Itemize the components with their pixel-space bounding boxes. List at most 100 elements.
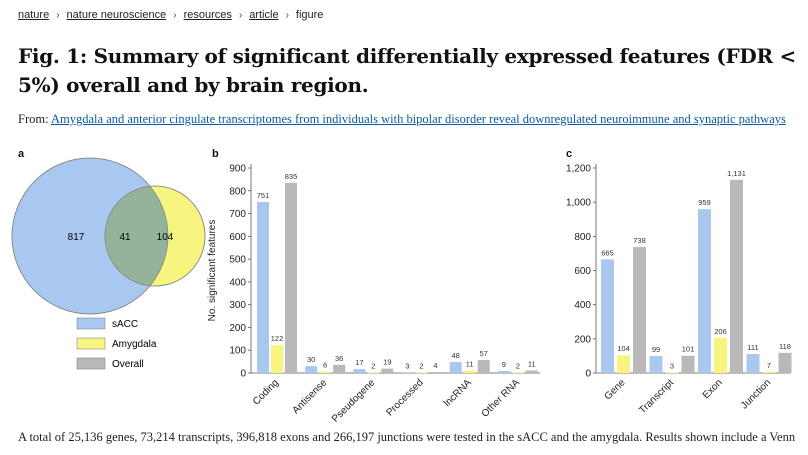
data-label: 104 bbox=[617, 344, 630, 353]
y-tick-label: 300 bbox=[229, 300, 246, 311]
bar-overall bbox=[333, 364, 346, 373]
y-tick-label: 400 bbox=[229, 277, 246, 288]
breadcrumb-separator-icon: › bbox=[238, 9, 243, 21]
y-tick-label: 200 bbox=[574, 334, 591, 345]
bar-overall bbox=[525, 370, 538, 373]
venn-label-intersection: 41 bbox=[119, 232, 131, 243]
bar-chart-c: 02004006008001,0001,200665104738Gene9931… bbox=[566, 164, 792, 416]
data-label: 17 bbox=[355, 358, 363, 367]
x-tick-label: lncRNA bbox=[442, 377, 474, 409]
data-label: 206 bbox=[714, 327, 727, 336]
bar-sacc bbox=[305, 366, 318, 373]
source-article-line: From: Amygdala and anterior cingulate tr… bbox=[18, 112, 786, 127]
data-label: 57 bbox=[479, 349, 487, 358]
x-tick-label: Gene bbox=[603, 377, 628, 402]
bar-sacc bbox=[257, 201, 269, 373]
venn-label-sacc-only: 817 bbox=[68, 232, 85, 243]
y-tick-label: 900 bbox=[229, 164, 246, 175]
data-label: 3 bbox=[405, 361, 409, 370]
data-label: 4 bbox=[433, 361, 437, 370]
breadcrumb-link-article[interactable]: article bbox=[249, 9, 279, 21]
bar-overall bbox=[381, 368, 394, 373]
data-label: 835 bbox=[285, 172, 298, 181]
data-label: 9 bbox=[502, 360, 506, 369]
bar-amygdala bbox=[415, 372, 428, 374]
legend-label-amygdala: Amygdala bbox=[112, 339, 157, 350]
data-label: 48 bbox=[451, 351, 459, 360]
data-label: 1,131 bbox=[727, 169, 746, 178]
y-tick-label: 1,000 bbox=[566, 198, 591, 209]
data-label: 738 bbox=[633, 236, 646, 245]
bar-sacc bbox=[601, 259, 614, 373]
x-tick-label: Coding bbox=[251, 377, 281, 407]
y-tick-label: 800 bbox=[574, 232, 591, 243]
data-label: 11 bbox=[466, 359, 474, 368]
bar-amygdala bbox=[367, 372, 380, 374]
y-tick-label: 0 bbox=[585, 369, 591, 380]
bar-overall bbox=[429, 372, 442, 373]
data-label: 11 bbox=[528, 359, 536, 368]
data-label: 7 bbox=[767, 361, 771, 370]
venn-outline-amygdala bbox=[104, 185, 206, 287]
y-tick-label: 600 bbox=[229, 232, 246, 243]
bar-sacc bbox=[401, 372, 414, 373]
y-axis-label: No. significant features bbox=[207, 220, 218, 322]
data-label: 122 bbox=[271, 334, 284, 343]
data-label: 2 bbox=[516, 362, 520, 371]
bar-overall bbox=[778, 352, 792, 373]
panel-label-b: b bbox=[212, 148, 219, 160]
x-tick-label: Antisense bbox=[290, 377, 329, 416]
data-label: 2 bbox=[371, 362, 375, 371]
venn-outline-sacc bbox=[11, 157, 169, 315]
data-label: 6 bbox=[323, 361, 327, 370]
bar-amygdala bbox=[511, 372, 524, 374]
data-label: 3 bbox=[670, 361, 674, 370]
x-tick-label: Junction bbox=[739, 377, 773, 411]
y-tick-label: 800 bbox=[229, 186, 246, 197]
bar-overall bbox=[730, 179, 743, 373]
y-tick-label: 1,200 bbox=[566, 164, 591, 175]
page-title: Fig. 1: Summary of significant different… bbox=[18, 44, 796, 97]
venn-overlap-region bbox=[105, 186, 168, 286]
y-tick-label: 0 bbox=[240, 369, 246, 380]
figure-caption: A total of 25,136 genes, 73,214 transcri… bbox=[18, 430, 796, 444]
legend-label-overall: Overall bbox=[112, 359, 144, 370]
breadcrumb-link-nature[interactable]: nature bbox=[18, 9, 50, 21]
legend-label-sacc: sACC bbox=[112, 319, 138, 330]
legend-swatch-overall bbox=[76, 357, 106, 370]
bar-amygdala bbox=[617, 355, 630, 373]
bar-sacc bbox=[746, 354, 760, 373]
breadcrumb: nature › nature neuroscience › resources… bbox=[18, 9, 323, 21]
breadcrumb-link-nature-neuroscience[interactable]: nature neuroscience bbox=[66, 9, 167, 21]
bar-sacc bbox=[449, 362, 462, 373]
venn-diagram: 817 41 104 sACC Amygdala Overall bbox=[11, 157, 206, 370]
x-tick-label: Processed bbox=[384, 377, 425, 418]
data-label: 2 bbox=[419, 362, 423, 371]
y-tick-label: 700 bbox=[229, 209, 246, 220]
data-label: 99 bbox=[652, 345, 660, 354]
from-prefix: From: bbox=[18, 112, 49, 126]
venn-label-amygdala-only: 104 bbox=[157, 232, 174, 243]
data-label: 30 bbox=[307, 355, 315, 364]
y-tick-label: 200 bbox=[229, 323, 246, 334]
bar-sacc bbox=[698, 209, 711, 373]
y-tick-label: 100 bbox=[229, 346, 246, 357]
panel-label-a: a bbox=[18, 148, 25, 160]
bar-amygdala bbox=[463, 370, 476, 373]
source-article-link[interactable]: Amygdala and anterior cingulate transcri… bbox=[51, 112, 786, 126]
breadcrumb-link-resources[interactable]: resources bbox=[183, 9, 232, 21]
bar-amygdala bbox=[762, 371, 776, 373]
bar-overall bbox=[285, 182, 297, 373]
x-tick-label: Pseudogene bbox=[330, 377, 378, 425]
data-label: 111 bbox=[747, 343, 758, 352]
breadcrumb-current: figure bbox=[295, 9, 324, 21]
bar-overall bbox=[681, 355, 695, 373]
legend-swatch-sacc bbox=[76, 317, 106, 330]
data-label: 19 bbox=[383, 358, 391, 367]
legend-swatch-amygdala bbox=[76, 337, 106, 350]
y-tick-label: 600 bbox=[574, 266, 591, 277]
legend: sACC Amygdala Overall bbox=[76, 317, 157, 370]
x-tick-label: Transcript bbox=[637, 377, 676, 416]
data-label: 665 bbox=[601, 248, 614, 257]
